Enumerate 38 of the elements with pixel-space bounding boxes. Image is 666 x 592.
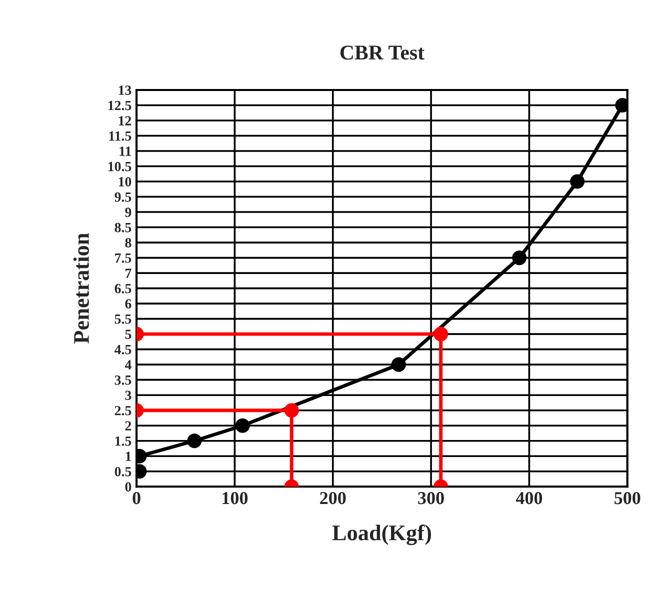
y-tick-label: 6: [125, 299, 132, 309]
y-tick-label: 0: [125, 482, 132, 492]
y-tick-label: 13: [118, 86, 132, 95]
y-tick-label: 6.5: [114, 284, 132, 294]
x-axis-title: Load(Kgf): [332, 524, 431, 546]
y-tick-label: 3.5: [114, 375, 132, 385]
x-tick-label: 200: [320, 492, 346, 504]
x-tick-label: 400: [516, 492, 542, 504]
y-tick-label: 2: [125, 421, 132, 430]
y-tick-label: 10: [118, 177, 132, 186]
chart-title: CBR Test: [340, 46, 424, 60]
y-tick-label: 3: [125, 390, 132, 400]
y-axis-title: Penetration: [73, 233, 89, 344]
y-tick-label: 1: [126, 452, 131, 461]
y-tick-label: 1.5: [115, 436, 132, 446]
point: [512, 250, 527, 266]
x-tick-label: 300: [418, 492, 444, 504]
y-tick-label: 7.5: [115, 254, 132, 263]
x-tick-label: 500: [614, 492, 640, 504]
y-tick-label: 5.5: [114, 314, 132, 324]
y-tick-label: 12: [118, 116, 132, 126]
y-tick-label: 7: [126, 268, 132, 278]
y-tick-label: 10.5: [108, 162, 132, 172]
y-tick-label: 8.5: [114, 222, 132, 232]
y-tick-label: 11.5: [109, 131, 132, 141]
y-tick-label: 11: [120, 146, 131, 156]
y-tick-label: 2.5: [114, 406, 132, 416]
y-tick-label: 12.5: [108, 100, 132, 110]
point: [391, 357, 406, 372]
y-tick-label: 4: [124, 360, 132, 370]
y-tick-label: 9.5: [114, 192, 132, 202]
y-tick-label: 4.5: [114, 345, 132, 354]
y-tick-label: 8: [125, 238, 132, 248]
y-tick-label: 9: [125, 208, 132, 217]
y-tick-label: 0.5: [114, 466, 132, 476]
x-tick-label: 100: [222, 492, 248, 504]
point: [570, 174, 585, 189]
y-tick-label: 5: [125, 330, 132, 340]
